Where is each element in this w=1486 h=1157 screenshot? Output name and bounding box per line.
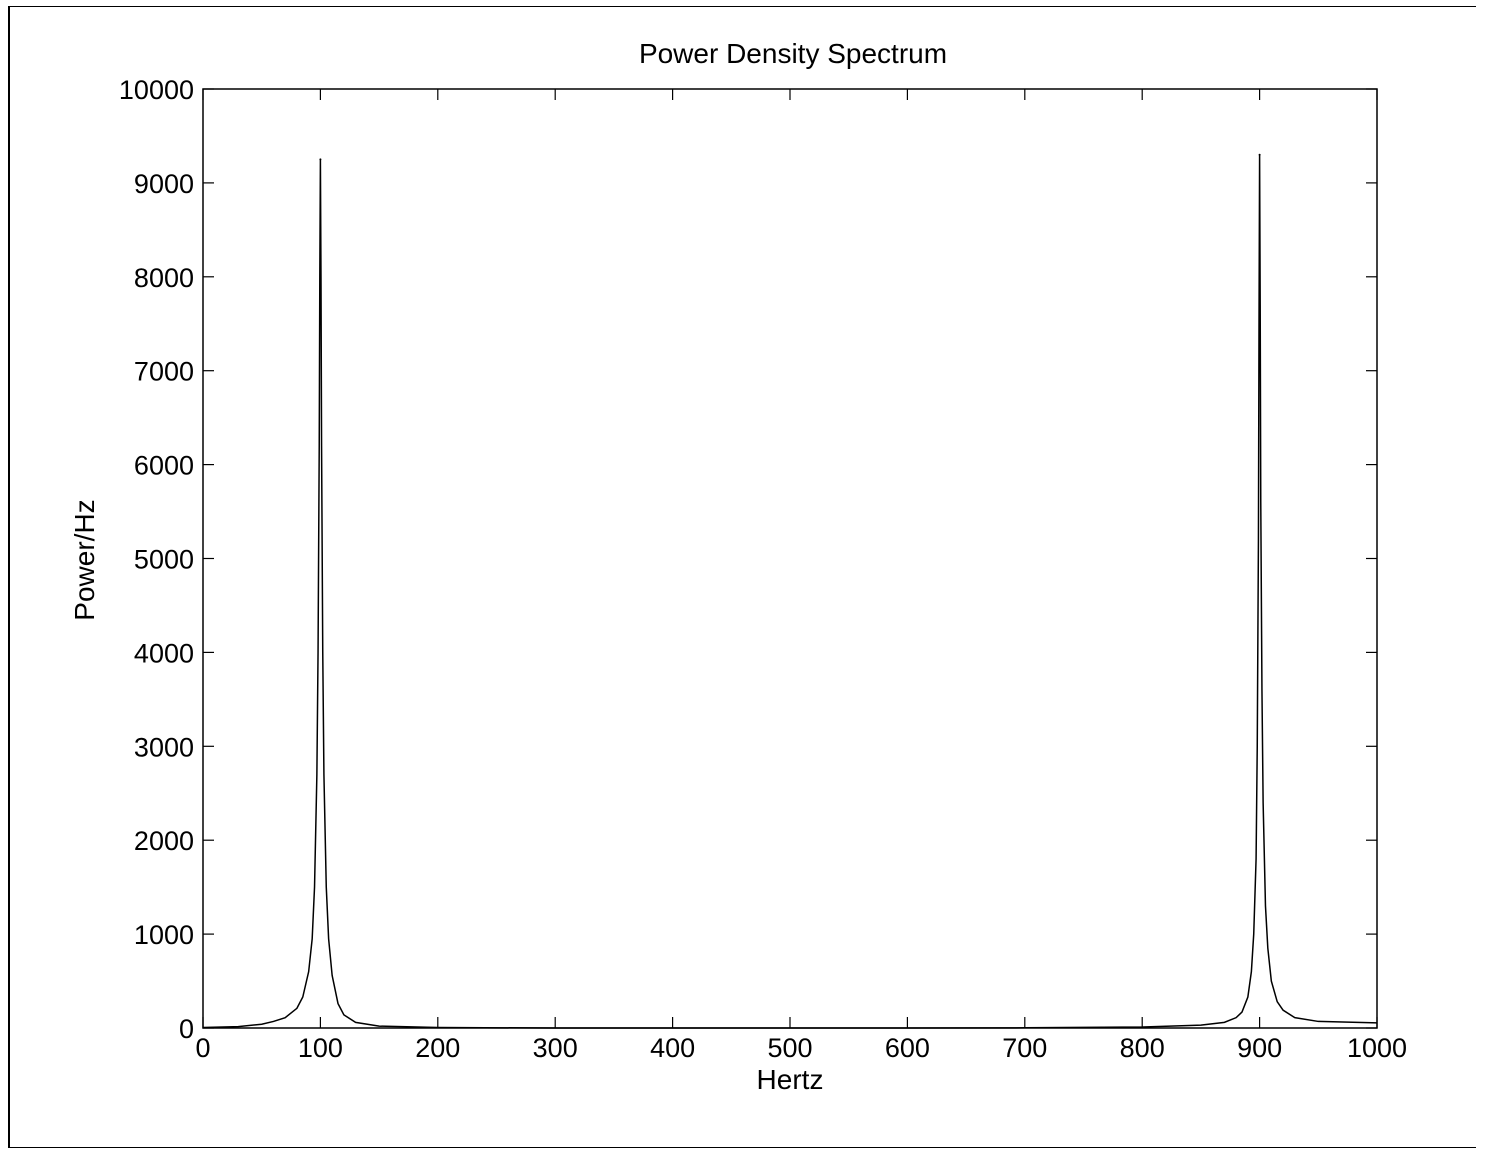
x-tick-label: 900 (1237, 1033, 1282, 1063)
spectrum-peaks (319, 153, 1261, 161)
figure-frame (8, 6, 1476, 1148)
spectrum-line (202, 154, 1378, 1029)
y-tick-label: 0 (179, 1014, 194, 1044)
y-tick-label: 6000 (134, 451, 194, 481)
y-axis-label: Power/Hz (69, 499, 100, 620)
y-tick-label: 3000 (134, 732, 194, 762)
x-tick-label: 100 (298, 1033, 343, 1063)
x-tick-label: 800 (1120, 1033, 1165, 1063)
x-tick-label: 500 (767, 1033, 812, 1063)
y-tick-label: 9000 (134, 169, 194, 199)
x-tick-label: 400 (650, 1033, 695, 1063)
y-tick-label: 8000 (134, 263, 194, 293)
y-tick-label: 7000 (134, 357, 194, 387)
y-tick-label: 5000 (134, 545, 194, 575)
x-tick-label: 1000 (1347, 1033, 1407, 1063)
y-tick-label: 10000 (119, 75, 194, 105)
axis-tick-labels: 0 100 200 300 400 500 600 700 800 900 100001000200… (119, 75, 1407, 1063)
axis-ticks (202, 88, 1378, 1029)
x-tick-label: 700 (1002, 1033, 1047, 1063)
x-tick-label: 300 (533, 1033, 578, 1063)
x-tick-label: 0 (195, 1033, 210, 1063)
x-tick-label: 600 (885, 1033, 930, 1063)
plot-area (202, 88, 1378, 1029)
x-tick-label: 200 (415, 1033, 460, 1063)
x-axis-label: Hertz (757, 1064, 824, 1095)
chart-title: Power Density Spectrum (639, 38, 947, 69)
y-tick-label: 1000 (134, 920, 194, 950)
y-tick-label: 4000 (134, 638, 194, 668)
y-tick-label: 2000 (134, 826, 194, 856)
